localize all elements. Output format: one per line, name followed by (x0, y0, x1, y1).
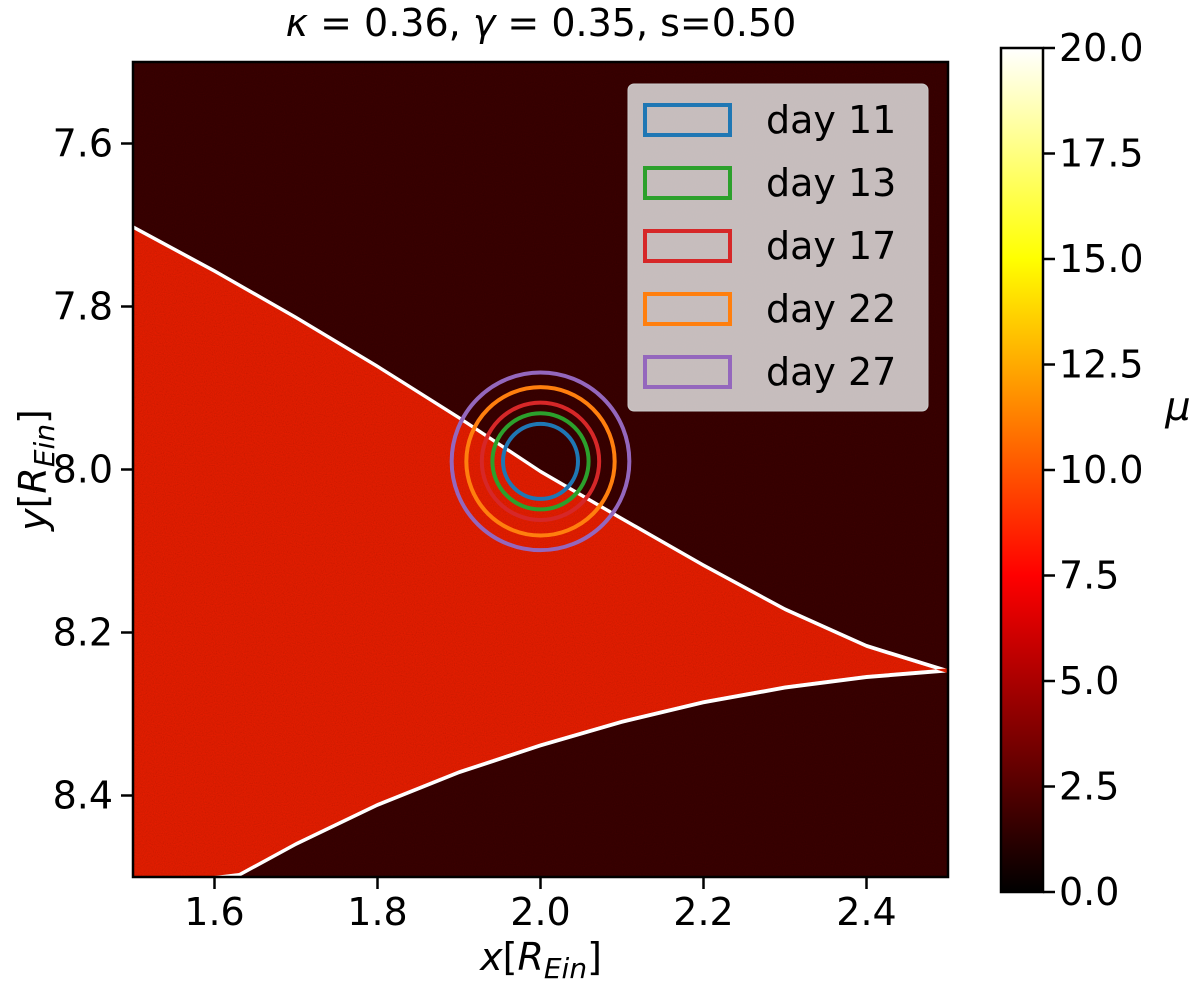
source-circles (449, 370, 632, 553)
x-tick-label: 2.2 (673, 890, 733, 934)
colorbar-tick-label: 5.0 (1059, 659, 1119, 703)
title-gamma-symbol: γ (473, 1, 498, 45)
colorbar-tick-label: 0.0 (1059, 870, 1119, 914)
legend-item: day 17 (643, 224, 896, 268)
colorbar-tick-label: 10.0 (1059, 448, 1144, 492)
legend-items: day 11 day 13 day 17 day 22 day 27 (643, 98, 896, 394)
source-circle-day-17 (479, 400, 602, 523)
y-axis-ticks: 7.6 7.8 8.0 8.2 8.4 (53, 122, 133, 818)
legend-box (627, 83, 929, 412)
legend-swatch (643, 103, 732, 137)
y-tick-label: 8.2 (53, 611, 113, 655)
legend-item: day 13 (643, 161, 896, 205)
title-s-value: s=0.50 (660, 1, 796, 45)
legend-item: day 11 (643, 98, 896, 142)
legend-item: day 27 (643, 350, 896, 394)
source-circle-day-11 (501, 421, 580, 501)
legend: day 11 day 13 day 17 day 22 day 27 (627, 83, 929, 412)
title-kappa-value: 0.36 (364, 1, 449, 45)
x-axis-label: x[REin] (479, 935, 602, 985)
y-axis-label: y[REin] (11, 409, 61, 532)
source-circle-day-22 (464, 385, 617, 538)
source-circle-day-27 (449, 370, 632, 553)
x-tick-label: 2.0 (510, 890, 570, 934)
legend-item: day 22 (643, 287, 896, 331)
colorbar-tick-label: 2.5 (1059, 765, 1119, 809)
colorbar-tick-label: 7.5 (1059, 554, 1119, 598)
legend-label: day 11 (766, 98, 896, 142)
colorbar: 0.0 2.5 5.0 7.5 10.0 12.5 15.0 17.5 20.0 μ (999, 26, 1191, 914)
legend-label: day 17 (766, 224, 896, 268)
legend-swatch (643, 229, 732, 263)
colorbar-tick-label: 20.0 (1059, 26, 1144, 70)
x-axis-ticks: 1.6 1.8 2.0 2.2 2.4 (184, 877, 897, 934)
y-tick-label: 7.8 (53, 285, 113, 329)
caustic-region (133, 229, 948, 877)
colorbar-label: μ (1164, 384, 1190, 430)
colorbar-tick-label: 12.5 (1059, 343, 1144, 387)
legend-swatch (643, 355, 732, 389)
y-tick-label: 8.4 (53, 774, 113, 818)
colorbar-ticks: 0.0 2.5 5.0 7.5 10.0 12.5 15.0 17.5 20.0 (1043, 26, 1144, 914)
y-tick-label: 7.6 (53, 122, 113, 166)
legend-label: day 27 (766, 350, 896, 394)
legend-swatch (643, 292, 732, 326)
legend-label: day 13 (766, 161, 896, 205)
source-circle-day-13 (490, 411, 591, 512)
x-tick-label: 1.6 (184, 890, 244, 934)
colorbar-tick-label: 15.0 (1059, 237, 1144, 281)
legend-swatch (643, 166, 732, 200)
colorbar-gradient (999, 46, 1045, 894)
chart-title: κ = 0.36, γ = 0.35, s=0.50 (286, 1, 797, 45)
legend-label: day 22 (766, 287, 896, 331)
x-tick-label: 1.8 (347, 890, 407, 934)
title-kappa-symbol: κ (286, 1, 309, 45)
title-gamma-value: 0.35 (551, 1, 636, 45)
y-tick-label: 8.0 (53, 448, 113, 492)
colorbar-tick-label: 17.5 (1059, 132, 1144, 176)
x-tick-label: 2.4 (836, 890, 896, 934)
